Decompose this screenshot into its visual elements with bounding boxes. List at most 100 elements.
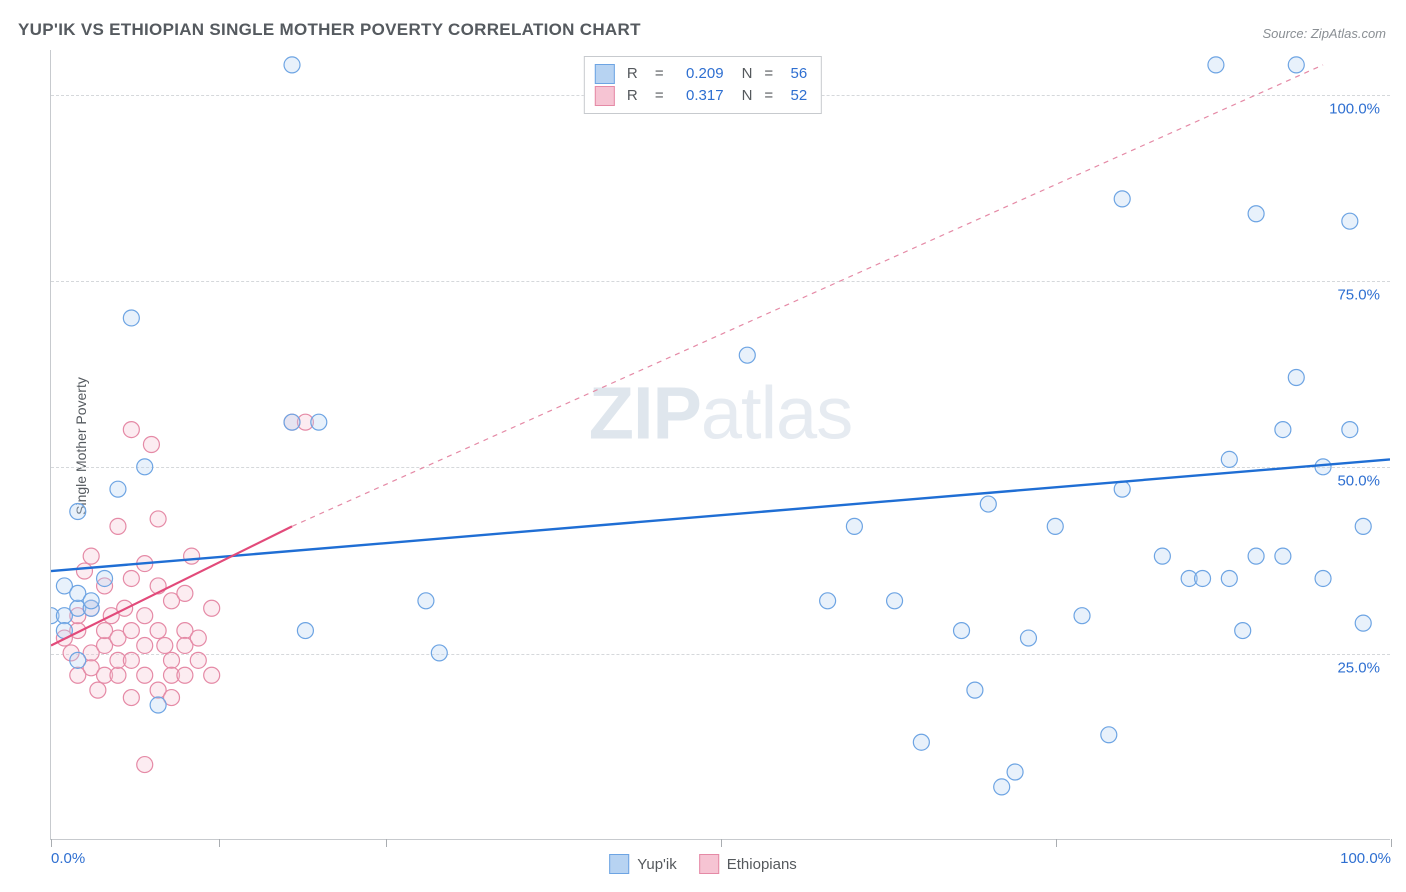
trend-line-extrapolated <box>292 65 1323 526</box>
swatch-ethiopians <box>595 86 615 106</box>
data-point <box>1020 630 1036 646</box>
x-tick <box>219 839 220 847</box>
data-point <box>1154 548 1170 564</box>
x-tick <box>386 839 387 847</box>
data-point <box>967 682 983 698</box>
data-point <box>137 459 153 475</box>
data-point <box>70 504 86 520</box>
data-point <box>1275 422 1291 438</box>
r-value-yupik: 0.209 <box>676 63 724 85</box>
legend-item-ethiopians: Ethiopians <box>699 854 797 874</box>
x-tick-label: 100.0% <box>1340 850 1391 867</box>
data-point <box>157 637 173 653</box>
n-label-2: N <box>742 85 753 107</box>
x-tick-label: 0.0% <box>51 850 85 867</box>
data-point <box>980 496 996 512</box>
data-point <box>1101 727 1117 743</box>
data-point <box>123 690 139 706</box>
data-point <box>123 570 139 586</box>
data-point <box>123 652 139 668</box>
swatch-yupik <box>595 64 615 84</box>
data-point <box>1275 548 1291 564</box>
scatter-svg <box>51 50 1390 839</box>
data-point <box>994 779 1010 795</box>
data-point <box>137 757 153 773</box>
data-point <box>887 593 903 609</box>
data-point <box>204 600 220 616</box>
data-point <box>1074 608 1090 624</box>
eq-sign: = <box>655 63 664 85</box>
eq-sign-4: = <box>764 85 773 107</box>
data-point <box>137 637 153 653</box>
data-point <box>846 518 862 534</box>
x-tick <box>1056 839 1057 847</box>
n-value-yupik: 56 <box>785 63 807 85</box>
data-point <box>150 623 166 639</box>
data-point <box>1114 481 1130 497</box>
data-point <box>83 593 99 609</box>
data-point <box>297 623 313 639</box>
data-point <box>311 414 327 430</box>
data-point <box>123 310 139 326</box>
source-credit: Source: ZipAtlas.com <box>1262 26 1386 41</box>
data-point <box>70 652 86 668</box>
legend-label-ethiopians: Ethiopians <box>727 856 797 873</box>
data-point <box>97 570 113 586</box>
data-point <box>1208 57 1224 73</box>
eq-sign-3: = <box>655 85 664 107</box>
data-point <box>164 652 180 668</box>
x-tick <box>721 839 722 847</box>
data-point <box>1248 548 1264 564</box>
data-point <box>913 734 929 750</box>
data-point <box>1288 57 1304 73</box>
data-point <box>1047 518 1063 534</box>
x-tick <box>51 839 52 847</box>
data-point <box>1221 570 1237 586</box>
data-point <box>954 623 970 639</box>
data-point <box>204 667 220 683</box>
r-value-ethiopians: 0.317 <box>676 85 724 107</box>
correlation-legend: R = 0.209 N = 56 R = 0.317 N = 52 <box>584 56 822 114</box>
data-point <box>110 518 126 534</box>
data-point <box>1355 518 1371 534</box>
data-point <box>1288 370 1304 386</box>
data-point <box>110 667 126 683</box>
data-point <box>190 630 206 646</box>
data-point <box>431 645 447 661</box>
legend-item-yupik: Yup'ik <box>609 854 677 874</box>
legend-row-ethiopians: R = 0.317 N = 52 <box>595 85 807 107</box>
n-value-ethiopians: 52 <box>785 85 807 107</box>
data-point <box>123 422 139 438</box>
data-point <box>123 623 139 639</box>
n-label: N <box>742 63 753 85</box>
x-tick <box>1391 839 1392 847</box>
data-point <box>150 511 166 527</box>
data-point <box>137 608 153 624</box>
swatch-ethiopians-bottom <box>699 854 719 874</box>
data-point <box>1007 764 1023 780</box>
data-point <box>1315 459 1331 475</box>
data-point <box>418 593 434 609</box>
trend-line <box>51 459 1390 571</box>
data-point <box>76 563 92 579</box>
data-point <box>1235 623 1251 639</box>
data-point <box>739 347 755 363</box>
data-point <box>1342 213 1358 229</box>
data-point <box>150 697 166 713</box>
eq-sign-2: = <box>764 63 773 85</box>
data-point <box>190 652 206 668</box>
data-point <box>284 57 300 73</box>
legend-label-yupik: Yup'ik <box>637 856 677 873</box>
plot-area: ZIPatlas 25.0%50.0%75.0%100.0%0.0%100.0% <box>50 50 1390 840</box>
legend-row-yupik: R = 0.209 N = 56 <box>595 63 807 85</box>
r-label-2: R <box>627 85 643 107</box>
data-point <box>137 667 153 683</box>
data-point <box>110 481 126 497</box>
data-point <box>1195 570 1211 586</box>
data-point <box>1315 570 1331 586</box>
data-point <box>177 667 193 683</box>
r-label: R <box>627 63 643 85</box>
data-point <box>177 585 193 601</box>
data-point <box>820 593 836 609</box>
data-point <box>1342 422 1358 438</box>
